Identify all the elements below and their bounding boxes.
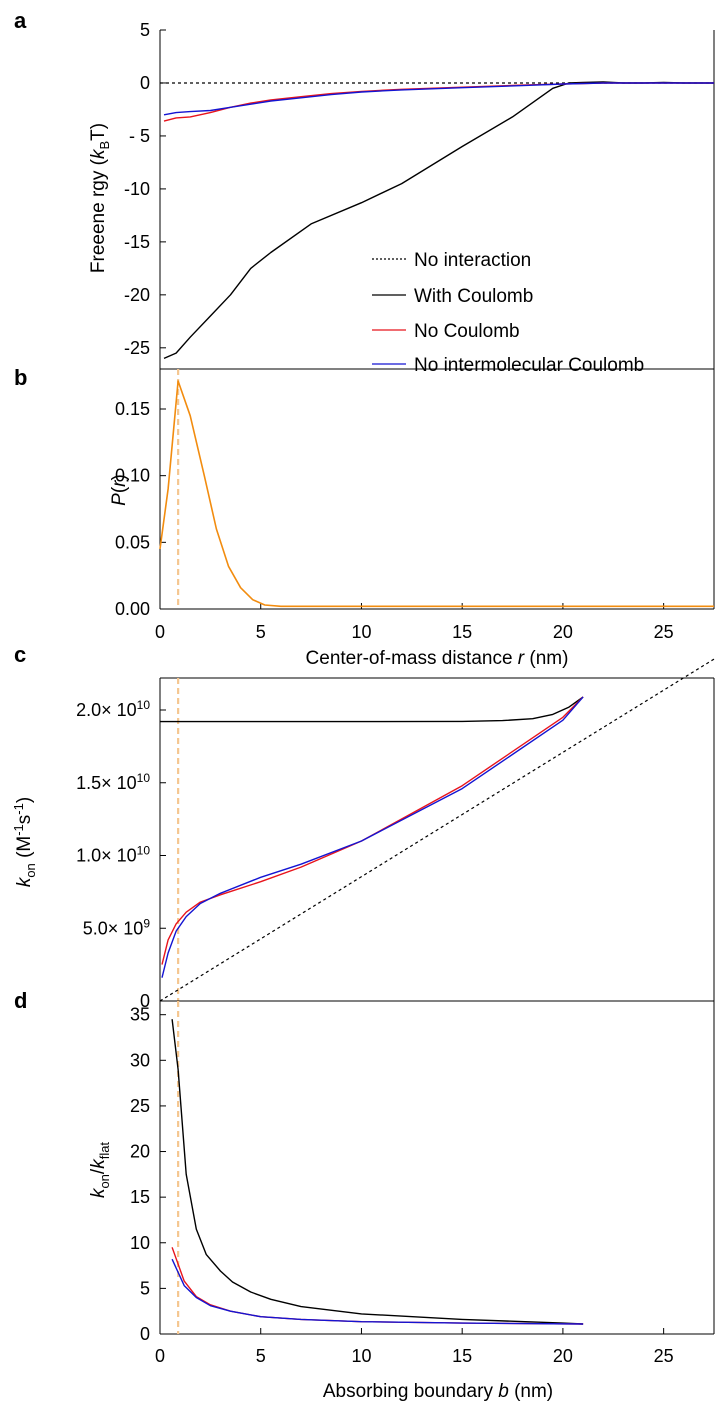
panel-c-letter: c bbox=[14, 642, 26, 667]
panel-a-series-with-coulomb bbox=[163, 81, 714, 360]
panel-a-y-tick-label: -15 bbox=[124, 232, 150, 252]
panel-b: b 0.15 0.10 0.05 0.000 5 10 15 20 25 P(r) Center… bbox=[14, 365, 715, 669]
panel-b-x-tick-label: 15 bbox=[452, 622, 472, 642]
legend-item-no-intermolecular-coulomb: No intermolecular Coulomb bbox=[372, 355, 644, 376]
panel-a-y-ticks: 5 0 - 5 -10 -15 -20 -25 bbox=[124, 20, 166, 358]
panel-d-x-tick-label: 10 bbox=[351, 1346, 371, 1366]
panel-b-lines bbox=[159, 369, 714, 609]
legend-label-with-coulomb: With Coulomb bbox=[414, 286, 533, 307]
panel-a-y-tick-label: - 5 bbox=[129, 126, 150, 146]
panel-b-y-tick-label: 0.00 bbox=[115, 599, 150, 619]
panel-c-y-tick-label: 0 bbox=[140, 991, 150, 1011]
panel-c-y-tick-label: 5.0× 109 bbox=[83, 916, 151, 938]
panel-c-y-tick-label: 2.0× 1010 bbox=[76, 698, 150, 720]
legend-label-no-interaction: No interaction bbox=[414, 250, 531, 271]
legend-item-with-coulomb: With Coulomb bbox=[372, 286, 533, 307]
panel-d-y-tick-label: 5 bbox=[140, 1278, 150, 1298]
panel-b-y-tick-label: 0.05 bbox=[115, 532, 150, 552]
panel-a-lines bbox=[160, 81, 714, 360]
panel-c-y-tick-label: 1.5× 1010 bbox=[76, 771, 150, 793]
panel-b-y-tick-label: 0.15 bbox=[115, 399, 150, 419]
panel-b-x-tick-label: 25 bbox=[654, 622, 674, 642]
panel-d-y-tick-label: 20 bbox=[130, 1142, 150, 1162]
panel-d-series-black-0 bbox=[171, 1019, 584, 1325]
panel-c-y-axis-label: kon (M-1s-1) bbox=[11, 797, 38, 887]
panel-a-series-no-intermolecular-coulomb bbox=[163, 82, 714, 116]
panel-a-y-tick-label: 5 bbox=[140, 20, 150, 40]
legend-label-no-coulomb: No Coulomb bbox=[414, 321, 520, 342]
panel-a-y-axis-label: Freeene rgy (kBT) bbox=[88, 123, 112, 273]
panel-c-series-black-1 bbox=[160, 696, 584, 723]
panel-d-x-tick-label: 15 bbox=[452, 1346, 472, 1366]
panel-a-y-tick-label: 0 bbox=[140, 73, 150, 93]
panel-d-lines bbox=[171, 1001, 584, 1334]
panel-c-series-dashed-black-0 bbox=[159, 658, 715, 1002]
panel-c-lines bbox=[159, 658, 715, 1002]
panel-d-y-axis-label: kon/kflat bbox=[88, 1142, 112, 1198]
panel-a: a 5 0 - 5 -10 -15 -20 -25 Freeene rgy (kBT) No… bbox=[14, 8, 715, 376]
panel-d-y-tick-label: 0 bbox=[140, 1324, 150, 1344]
panel-d-x-axis-label: Absorbing boundary b (nm) bbox=[323, 1381, 553, 1402]
panel-d-ticks: 35 30 25 20 15 10 5 00 5 10 15 20 25 bbox=[130, 1005, 674, 1366]
panel-c-y-ticks: 2.0× 1010 1.5× 1010 1.0× 1010 5.0× 109 0 bbox=[76, 698, 166, 1011]
panel-b-letter: b bbox=[14, 365, 27, 390]
legend-item-no-coulomb: No Coulomb bbox=[372, 321, 520, 342]
panel-a-legend: No interaction With Coulomb No Coulomb N… bbox=[372, 250, 644, 376]
panel-a-y-tick-label: -25 bbox=[124, 338, 150, 358]
panel-d-y-tick-label: 25 bbox=[130, 1096, 150, 1116]
panel-d-x-tick-label: 5 bbox=[256, 1346, 266, 1366]
panel-a-letter: a bbox=[14, 8, 27, 33]
panel-b-series-orange-0 bbox=[159, 380, 714, 608]
panel-b-x-axis-label: Center-of-mass distance r (nm) bbox=[306, 648, 569, 669]
panel-b-ticks: 0.15 0.10 0.05 0.000 5 10 15 20 25 bbox=[115, 399, 674, 642]
legend-label-no-intermolecular-coulomb: No intermolecular Coulomb bbox=[414, 355, 644, 376]
panel-d-y-tick-label: 35 bbox=[130, 1005, 150, 1025]
panel-d-y-tick-label: 10 bbox=[130, 1233, 150, 1253]
panel-b-x-tick-label: 20 bbox=[553, 622, 573, 642]
panel-a-y-tick-label: -20 bbox=[124, 285, 150, 305]
panel-c-series-blue-3 bbox=[161, 696, 584, 978]
panel-d-x-tick-label: 0 bbox=[155, 1346, 165, 1366]
panel-d-letter: d bbox=[14, 988, 27, 1013]
legend-item-no-interaction: No interaction bbox=[372, 250, 531, 271]
panel-b-x-tick-label: 5 bbox=[256, 622, 266, 642]
panel-d-y-tick-label: 15 bbox=[130, 1187, 150, 1207]
panel-d-x-tick-label: 20 bbox=[553, 1346, 573, 1366]
panel-b-x-tick-label: 10 bbox=[351, 622, 371, 642]
panel-b-y-tick-label: 0.10 bbox=[115, 466, 150, 486]
panel-c: c 2.0× 1010 1.5× 1010 1.0× 1010 5.0× 109 0 k… bbox=[11, 642, 715, 1011]
panel-d-x-tick-label: 25 bbox=[654, 1346, 674, 1366]
panel-b-x-tick-label: 0 bbox=[155, 622, 165, 642]
panel-d-y-tick-label: 30 bbox=[130, 1050, 150, 1070]
panel-c-y-tick-label: 1.0× 1010 bbox=[76, 844, 150, 866]
panel-d-series-blue-2 bbox=[171, 1258, 584, 1325]
panel-c-series-red-2 bbox=[161, 696, 584, 965]
panel-b-y-axis-label: P(r) bbox=[109, 474, 130, 506]
panel-a-y-tick-label: -10 bbox=[124, 179, 150, 199]
